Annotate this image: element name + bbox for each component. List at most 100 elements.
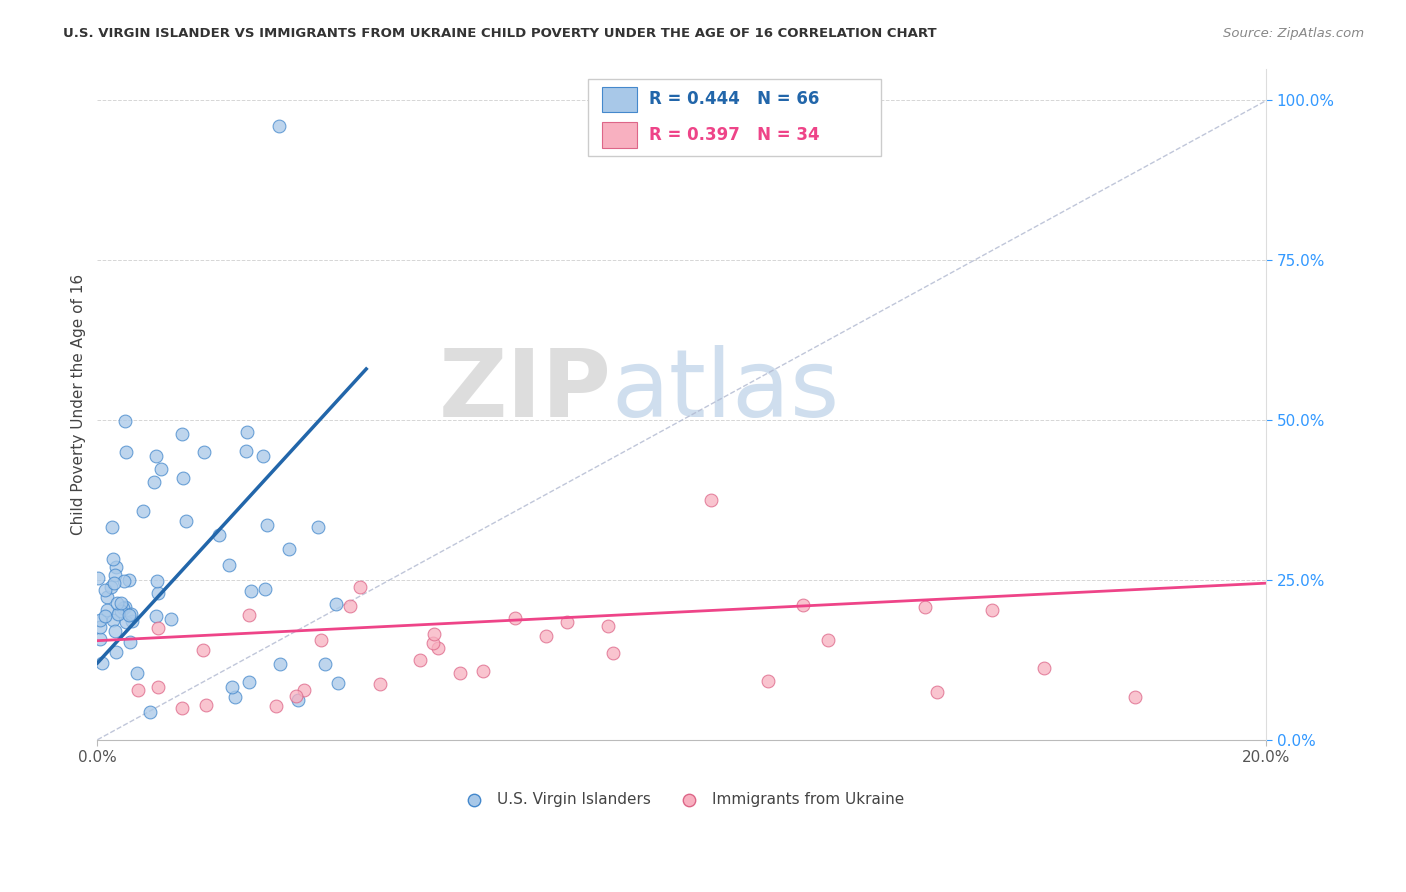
Point <box>914 600 936 615</box>
Point <box>602 646 624 660</box>
Point <box>792 599 814 613</box>
Point <box>110 596 132 610</box>
Point <box>193 444 215 458</box>
Point <box>89 620 111 634</box>
Point <box>104 645 127 659</box>
Point <box>239 584 262 599</box>
Point <box>170 427 193 442</box>
Bar <box>602 122 637 148</box>
Text: U.S. VIRGIN ISLANDER VS IMMIGRANTS FROM UKRAINE CHILD POVERTY UNDER THE AGE OF 1: U.S. VIRGIN ISLANDER VS IMMIGRANTS FROM … <box>63 27 936 40</box>
Point <box>221 680 243 694</box>
Point <box>148 585 170 599</box>
Point <box>145 608 167 623</box>
Point <box>104 624 127 639</box>
Point <box>107 607 129 622</box>
Point <box>285 690 308 704</box>
Point <box>96 590 118 604</box>
Point <box>111 601 134 615</box>
Point <box>208 527 231 541</box>
Point <box>236 425 259 439</box>
Point <box>105 559 128 574</box>
Point <box>174 514 197 528</box>
Point <box>309 632 332 647</box>
Point <box>256 517 278 532</box>
Text: R = 0.397   N = 34: R = 0.397 N = 34 <box>650 126 820 144</box>
Point <box>422 627 444 641</box>
Point <box>927 685 949 699</box>
Point <box>325 597 347 611</box>
Point <box>292 683 315 698</box>
Text: R = 0.444   N = 66: R = 0.444 N = 66 <box>650 90 820 109</box>
Point <box>980 603 1002 617</box>
Point <box>120 607 142 621</box>
Point <box>238 607 260 622</box>
Point <box>307 520 329 534</box>
Point <box>146 574 169 589</box>
Text: atlas: atlas <box>612 344 839 437</box>
Point <box>114 615 136 630</box>
Point <box>193 643 215 657</box>
Point <box>426 640 449 655</box>
Point <box>103 576 125 591</box>
Y-axis label: Child Poverty Under the Age of 16: Child Poverty Under the Age of 16 <box>72 274 86 534</box>
Point <box>148 621 170 635</box>
Point <box>96 603 118 617</box>
Point <box>101 520 124 534</box>
Point <box>172 471 194 485</box>
Point <box>100 581 122 595</box>
Point <box>127 683 149 698</box>
Point <box>118 574 141 588</box>
Point <box>252 449 274 463</box>
Point <box>449 666 471 681</box>
Point <box>266 698 288 713</box>
Point <box>115 444 138 458</box>
Bar <box>602 87 637 112</box>
Point <box>756 674 779 689</box>
Point <box>557 615 579 629</box>
Point <box>534 629 557 643</box>
Point <box>91 656 114 670</box>
Point <box>139 706 162 720</box>
Point <box>112 574 135 589</box>
Point <box>471 664 494 678</box>
Point <box>143 475 166 489</box>
Point <box>287 693 309 707</box>
Point <box>145 450 167 464</box>
Point <box>314 657 336 671</box>
Point <box>94 583 117 598</box>
Point <box>87 571 110 585</box>
Point <box>817 633 839 648</box>
Point <box>254 582 277 596</box>
Point <box>114 599 136 614</box>
Point <box>172 701 194 715</box>
Point <box>422 635 444 649</box>
Point <box>700 493 723 508</box>
Point <box>121 614 143 628</box>
Point <box>125 666 148 681</box>
Point <box>598 619 620 633</box>
Point <box>132 504 155 518</box>
Point <box>89 632 111 647</box>
Text: ZIP: ZIP <box>439 344 612 437</box>
Point <box>218 558 240 572</box>
Point <box>104 567 127 582</box>
Legend: U.S. Virgin Islanders, Immigrants from Ukraine: U.S. Virgin Islanders, Immigrants from U… <box>453 786 911 813</box>
Point <box>89 614 111 628</box>
Point <box>267 119 290 133</box>
Point <box>278 541 301 556</box>
Point <box>103 551 125 566</box>
Point <box>114 414 136 428</box>
Point <box>1123 690 1146 704</box>
Point <box>269 657 291 672</box>
Point <box>101 613 124 627</box>
Point <box>195 698 218 712</box>
Point <box>94 608 117 623</box>
Point <box>409 653 432 667</box>
Point <box>503 611 526 625</box>
Point <box>1033 661 1056 675</box>
Point <box>238 675 260 690</box>
Point <box>339 599 361 614</box>
Point <box>328 676 350 690</box>
Point <box>105 596 128 610</box>
Text: Source: ZipAtlas.com: Source: ZipAtlas.com <box>1223 27 1364 40</box>
